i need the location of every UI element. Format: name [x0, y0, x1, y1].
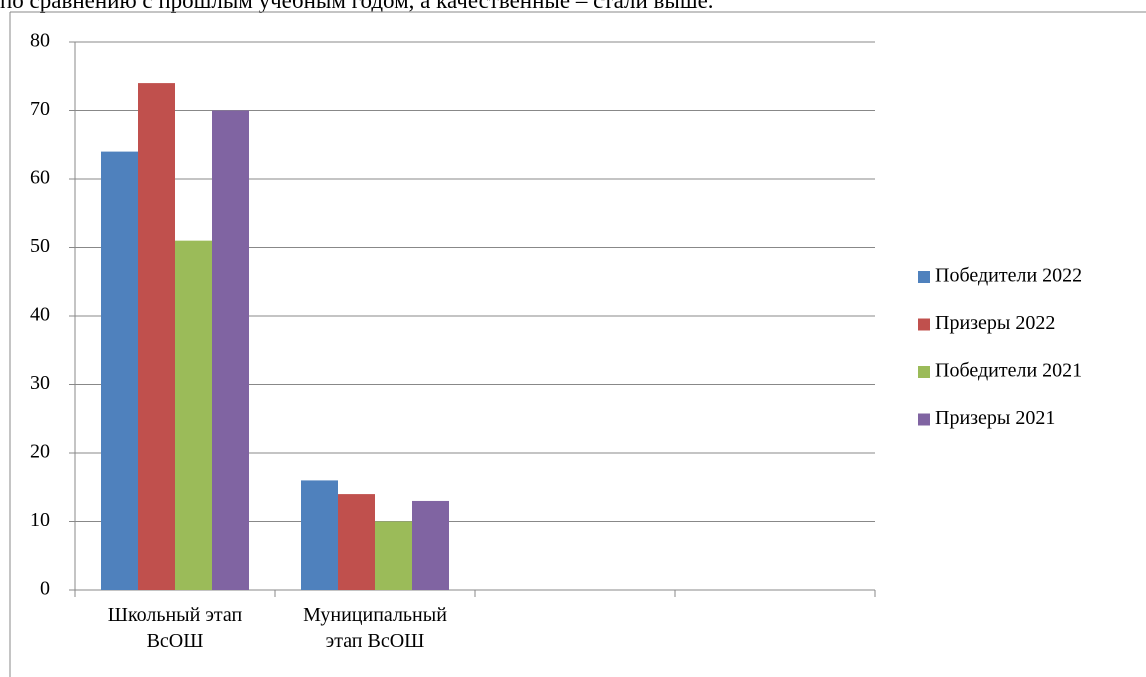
legend-label: Призеры 2021: [935, 407, 1055, 429]
y-tick-label: 30: [30, 372, 50, 394]
bar: [301, 480, 338, 590]
legend-label: Призеры 2022: [935, 312, 1055, 334]
bar: [101, 151, 138, 590]
caption: по сравнению с прошлым учебным годом, а …: [0, 0, 714, 13]
y-tick-label: 80: [30, 30, 50, 52]
y-tick-label: 60: [30, 167, 50, 189]
bar: [412, 500, 449, 590]
bar: [375, 521, 412, 590]
bar: [138, 83, 175, 590]
x-tick-label: Школьный этап ВсОШ: [107, 604, 243, 652]
y-tick-label: 70: [30, 98, 50, 120]
legend-swatch: [918, 318, 930, 331]
legend-label: Победители 2022: [935, 265, 1082, 287]
x-tick-label: Муниципальный этап ВсОШ: [303, 604, 447, 652]
legend-swatch: [918, 271, 930, 283]
y-tick-label: 10: [30, 509, 50, 531]
legend-swatch: [918, 413, 930, 426]
legend-label: Победители 2021: [935, 360, 1082, 382]
y-tick-label: 20: [30, 441, 50, 463]
y-tick-label: 50: [30, 235, 50, 257]
bar: [338, 494, 375, 590]
bar: [212, 110, 249, 590]
y-tick-label: 0: [40, 578, 50, 600]
legend-swatch: [918, 366, 930, 378]
y-tick-label: 40: [30, 304, 50, 326]
bar: [175, 240, 212, 590]
